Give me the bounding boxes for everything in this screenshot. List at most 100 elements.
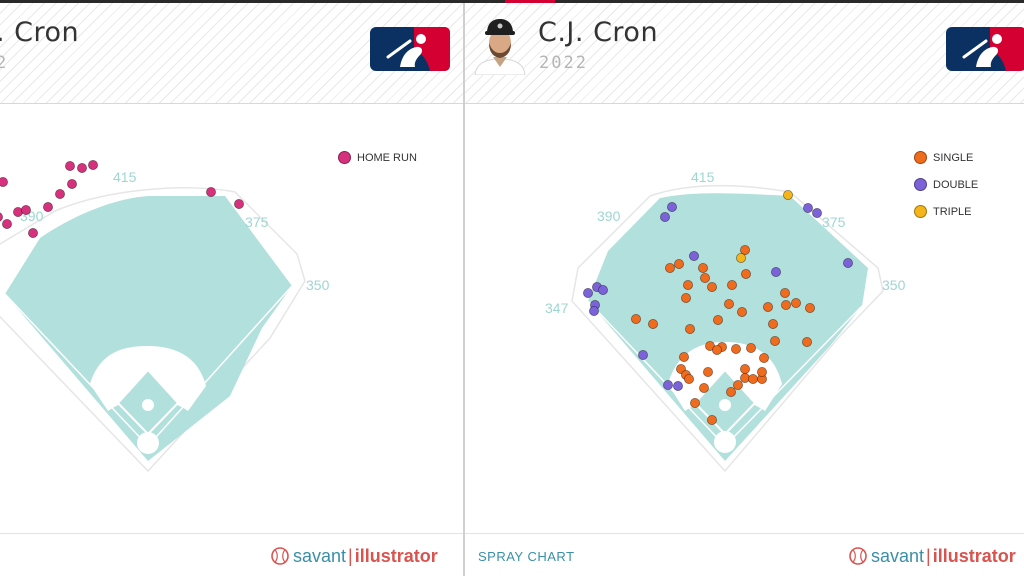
single-point	[685, 323, 696, 334]
home-run-point	[65, 160, 76, 171]
baseball-icon	[849, 547, 867, 565]
double-point	[663, 379, 674, 390]
home-run-point	[2, 218, 12, 229]
double-point	[583, 287, 594, 298]
double-point	[803, 202, 814, 213]
left-header: . Cron 2	[0, 3, 463, 104]
brand-separator: |	[348, 545, 353, 566]
brand-word-illustrator: illustrator	[932, 545, 1016, 566]
baseball-icon	[271, 547, 289, 565]
mlb-logo-icon	[370, 27, 450, 71]
distance-label-rcf: 375	[245, 214, 269, 230]
right-legend: SINGLE DOUBLE TRIPLE	[914, 146, 1019, 226]
legend-label-double: DOUBLE	[933, 178, 979, 191]
single-point	[713, 314, 724, 325]
player-year: 2	[0, 53, 8, 73]
distance-label-cf: 415	[113, 169, 137, 185]
top-strip	[0, 0, 1024, 3]
legend-swatch-single	[914, 151, 927, 164]
legend-swatch-triple	[914, 205, 927, 218]
mlb-logo-icon	[946, 27, 1024, 71]
home-run-point	[43, 201, 54, 212]
double-point	[689, 250, 700, 261]
left-hit-points	[0, 159, 244, 238]
brand-word-illustrator: illustrator	[354, 545, 438, 566]
player-year: 2022	[539, 53, 588, 73]
single-point	[757, 366, 768, 377]
player-name: . Cron	[0, 17, 80, 48]
legend-item-triple: TRIPLE	[914, 205, 972, 218]
right-hit-points	[583, 189, 854, 425]
distance-label-rf: 350	[306, 277, 330, 293]
single-point	[781, 299, 792, 310]
home-run-point	[27, 227, 38, 238]
distance-label-rf: 350	[882, 277, 906, 293]
double-point	[598, 284, 609, 295]
legend-label-triple: TRIPLE	[933, 205, 972, 218]
legend-label-home-run: HOME RUN	[357, 151, 417, 164]
legend-item-home-run: HOME RUN	[338, 151, 417, 164]
double-point	[660, 211, 671, 222]
spray-chart-label: SPRAY CHART	[478, 549, 575, 564]
player-headshot-icon	[474, 19, 526, 75]
single-point	[631, 313, 642, 324]
home-run-point	[67, 178, 78, 189]
single-point	[665, 262, 676, 273]
home-run-point	[20, 204, 31, 215]
single-point	[805, 302, 816, 313]
single-point	[780, 287, 791, 298]
home-run-point	[0, 212, 3, 222]
left-spray-field: 415 390 375 350	[0, 159, 330, 473]
single-point	[684, 373, 695, 384]
field-graphic	[571, 184, 884, 473]
double-point	[667, 201, 678, 212]
single-point	[674, 258, 685, 269]
single-point	[737, 306, 748, 317]
single-point	[712, 344, 723, 355]
single-point	[740, 244, 751, 255]
field-graphic	[0, 187, 306, 473]
single-point	[791, 297, 802, 308]
single-point	[768, 318, 779, 329]
single-point	[763, 301, 774, 312]
left-footer: savant | illustrator	[0, 533, 463, 576]
distance-label-cf: 415	[691, 169, 715, 185]
single-point	[740, 363, 751, 374]
single-point	[741, 268, 752, 279]
brand-word-savant: savant	[293, 545, 347, 566]
single-point	[759, 352, 770, 363]
home-run-point	[77, 162, 88, 173]
single-point	[681, 292, 692, 303]
double-point	[673, 380, 684, 391]
single-point	[731, 343, 742, 354]
savant-illustrator-brand: savant | illustrator	[271, 544, 438, 568]
home-run-point	[205, 186, 216, 197]
distance-label-rcf: 375	[822, 214, 846, 230]
home-run-point	[0, 177, 8, 187]
left-panel: . Cron 2 415 390 375 350 HOME RU	[0, 3, 465, 576]
single-point	[690, 397, 701, 408]
single-point	[746, 342, 757, 353]
single-point	[679, 351, 690, 362]
right-panel: C.J. Cron 2022 415 390 375 350 347	[465, 3, 1024, 576]
single-point	[648, 318, 659, 329]
right-spray-field: 415 390 375 350 347	[545, 169, 906, 473]
top-strip-accent	[505, 0, 555, 3]
savant-illustrator-brand: savant | illustrator	[849, 544, 1016, 568]
single-point	[705, 340, 716, 351]
double-point	[771, 266, 782, 277]
single-point	[802, 336, 813, 347]
right-header: C.J. Cron 2022	[465, 3, 1024, 104]
legend-item-double: DOUBLE	[914, 178, 978, 191]
home-run-point	[88, 159, 99, 170]
single-point	[733, 379, 744, 390]
single-point	[699, 382, 710, 393]
single-point	[707, 281, 718, 292]
legend-label-single: SINGLE	[933, 151, 974, 164]
brand-separator: |	[926, 545, 931, 566]
left-legend: HOME RUN	[338, 146, 448, 176]
single-point	[726, 386, 737, 397]
player-name: C.J. Cron	[538, 17, 659, 48]
single-point	[698, 262, 709, 273]
triple-point	[736, 252, 747, 263]
